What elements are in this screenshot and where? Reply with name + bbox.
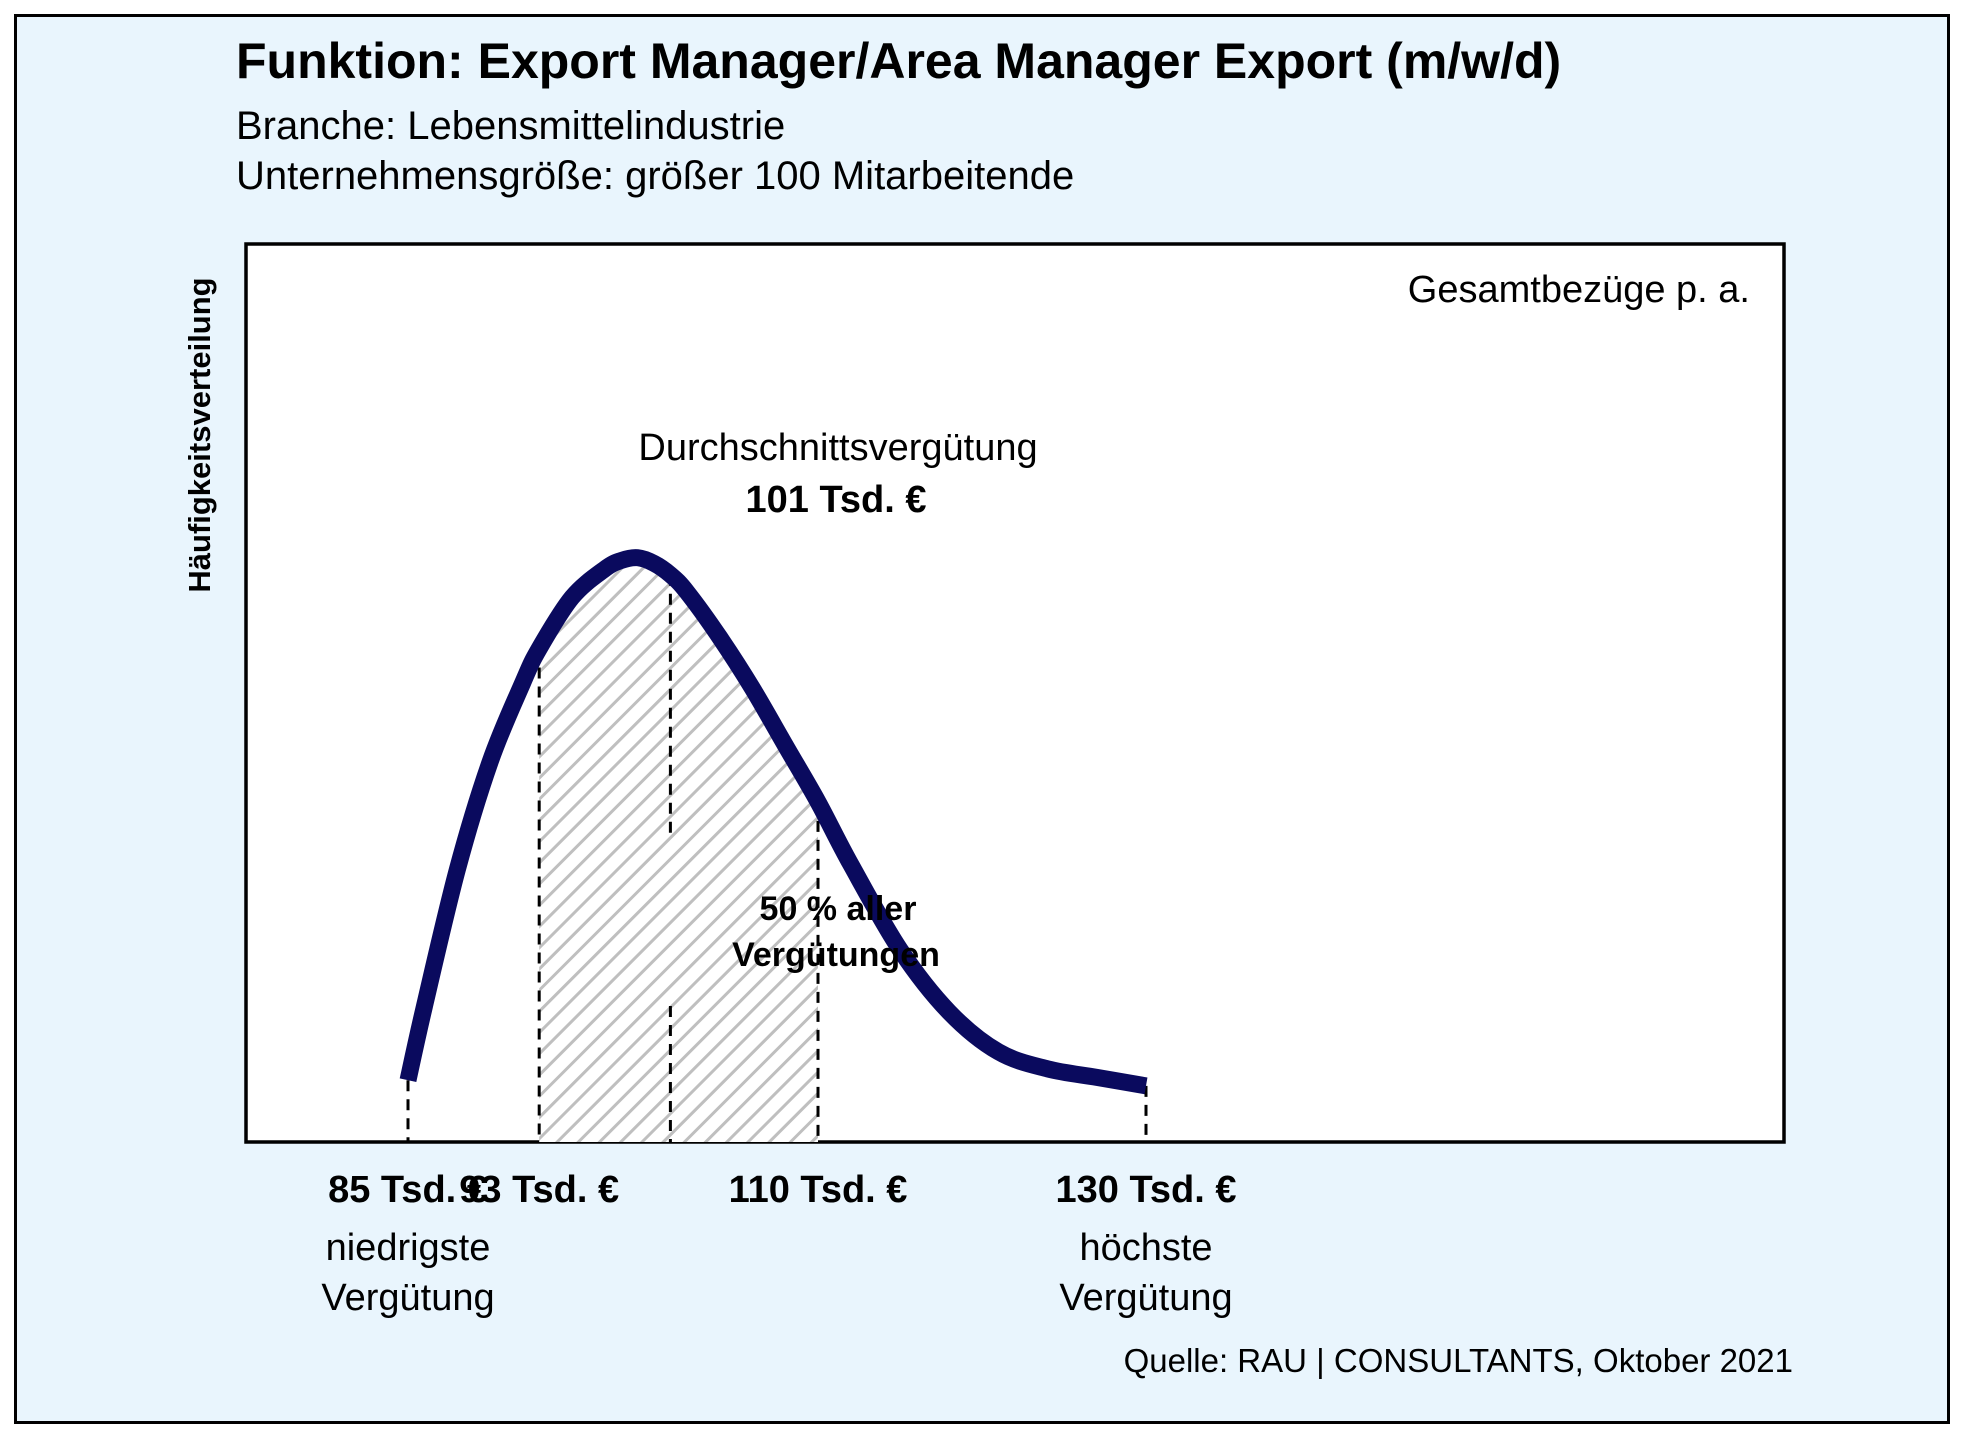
x-tick-label: 85 Tsd. € bbox=[328, 1169, 488, 1211]
x-tick-description: Vergütung bbox=[321, 1277, 494, 1319]
chart-subtitle-company-size: Unternehmensgröße: größer 100 Mitarbeite… bbox=[236, 154, 1075, 198]
corner-label: Gesamtbezüge p. a. bbox=[1408, 269, 1750, 311]
x-tick-label: 130 Tsd. € bbox=[1056, 1169, 1237, 1211]
x-tick-description: niedrigste bbox=[326, 1227, 491, 1269]
x-tick-description: höchste bbox=[1079, 1227, 1212, 1269]
mean-value-label: 101 Tsd. € bbox=[746, 479, 927, 521]
band-label-line-2: Vergütungen bbox=[732, 936, 940, 974]
chart-title: Funktion: Export Manager/Area Manager Ex… bbox=[236, 33, 1562, 89]
band-50-percent bbox=[539, 557, 818, 1142]
band-label-line-1: 50 % aller bbox=[760, 890, 917, 928]
source-note: Quelle: RAU | CONSULTANTS, Oktober 2021 bbox=[1123, 1342, 1793, 1379]
x-tick-label: 110 Tsd. € bbox=[729, 1169, 908, 1211]
chart-subtitle-industry: Branche: Lebensmittelindustrie bbox=[236, 104, 786, 148]
x-tick-label: 93 Tsd. € bbox=[459, 1169, 619, 1211]
distribution-curve bbox=[399, 549, 1148, 1095]
plot-area bbox=[244, 242, 1786, 1144]
mean-label: Durchschnittsvergütung bbox=[638, 427, 1037, 469]
x-tick-description: Vergütung bbox=[1059, 1277, 1232, 1319]
